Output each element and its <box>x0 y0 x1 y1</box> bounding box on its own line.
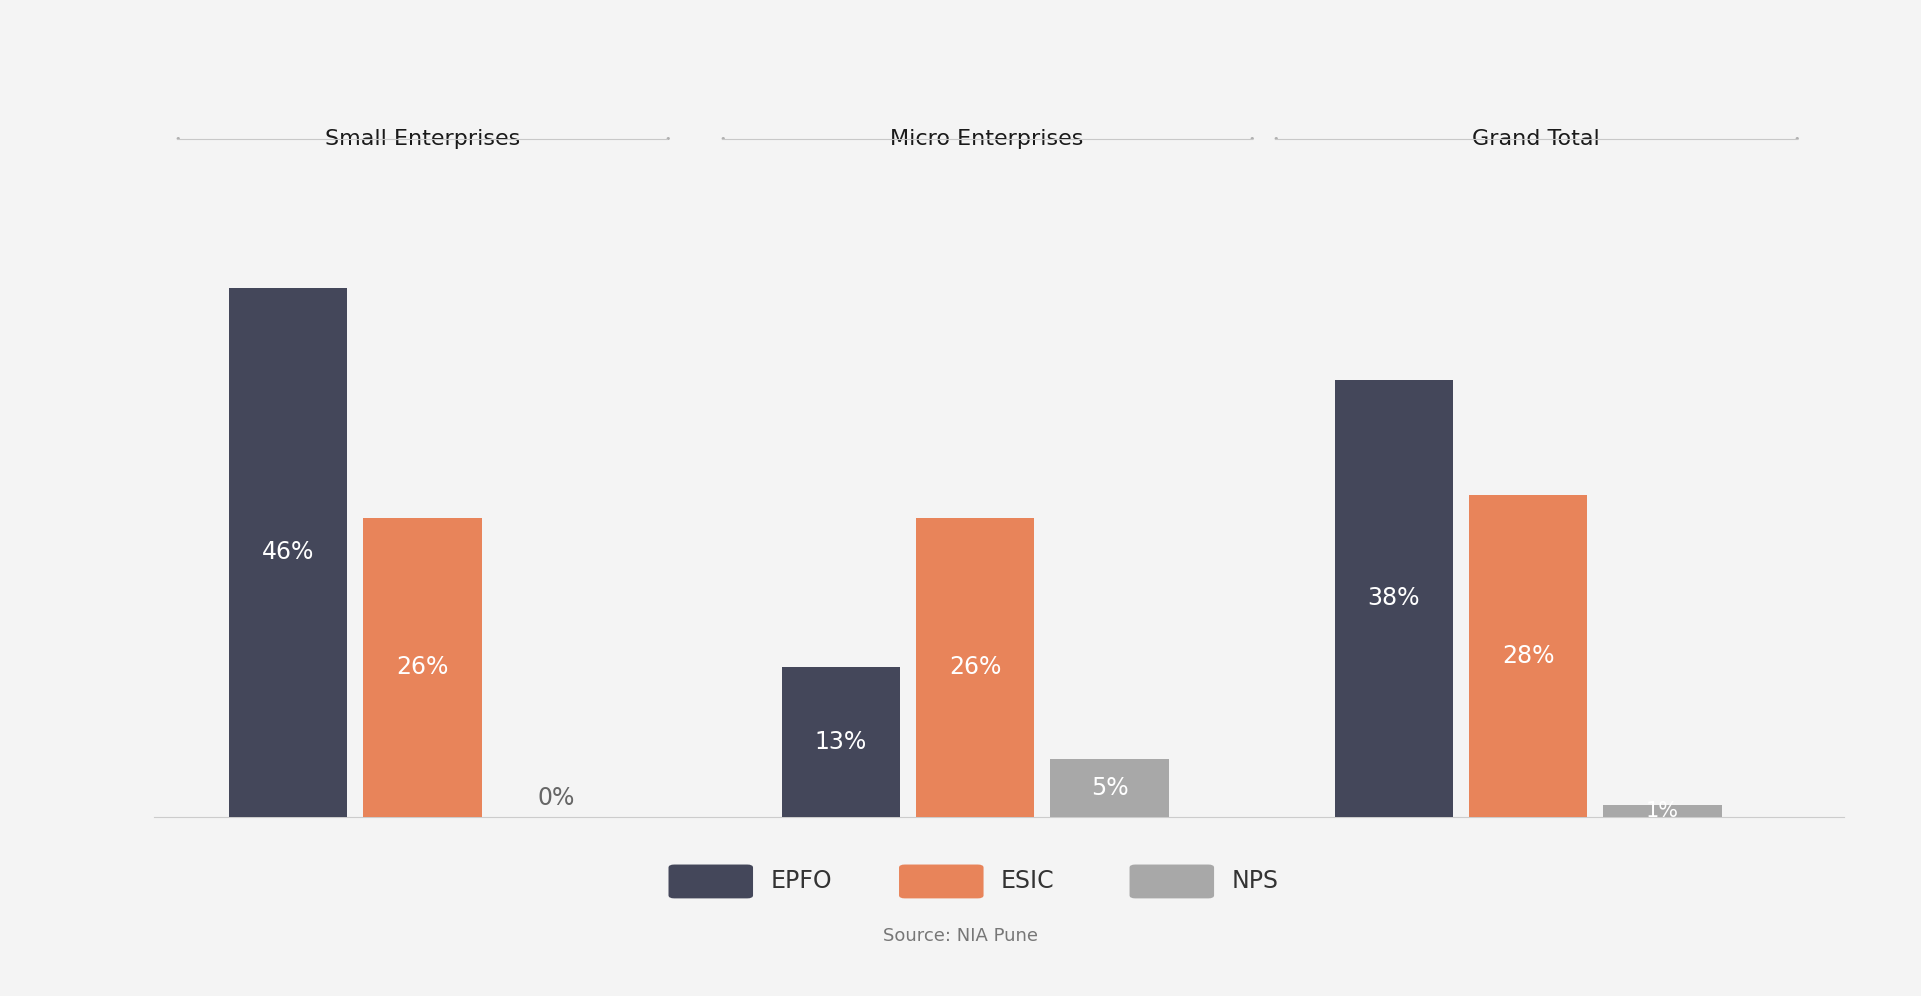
Text: EPFO: EPFO <box>770 870 832 893</box>
Text: Small Enterprises: Small Enterprises <box>325 129 521 149</box>
Bar <box>916 518 1035 817</box>
Bar <box>363 518 482 817</box>
Text: 13%: 13% <box>815 730 866 754</box>
Bar <box>1470 495 1587 817</box>
Text: •: • <box>175 134 181 144</box>
Bar <box>229 288 348 817</box>
Bar <box>782 667 901 817</box>
Text: •: • <box>665 134 670 144</box>
Text: 5%: 5% <box>1091 776 1128 800</box>
Text: 46%: 46% <box>261 541 315 565</box>
Bar <box>1335 380 1452 817</box>
Text: 26%: 26% <box>949 655 1001 679</box>
Text: 1%: 1% <box>1646 801 1679 821</box>
Text: Grand Total: Grand Total <box>1471 129 1600 149</box>
Text: ESIC: ESIC <box>1001 870 1055 893</box>
Text: •: • <box>1794 134 1800 144</box>
Text: Micro Enterprises: Micro Enterprises <box>889 129 1083 149</box>
Bar <box>1604 805 1721 817</box>
Text: 26%: 26% <box>396 655 448 679</box>
Text: •: • <box>718 134 726 144</box>
Bar <box>1051 759 1168 817</box>
Text: 0%: 0% <box>538 786 574 810</box>
Text: NPS: NPS <box>1231 870 1277 893</box>
Text: Source: NIA Pune: Source: NIA Pune <box>884 927 1037 945</box>
Text: 28%: 28% <box>1502 643 1554 668</box>
Text: •: • <box>1272 134 1279 144</box>
Text: 38%: 38% <box>1368 587 1420 611</box>
Text: •: • <box>1249 134 1254 144</box>
